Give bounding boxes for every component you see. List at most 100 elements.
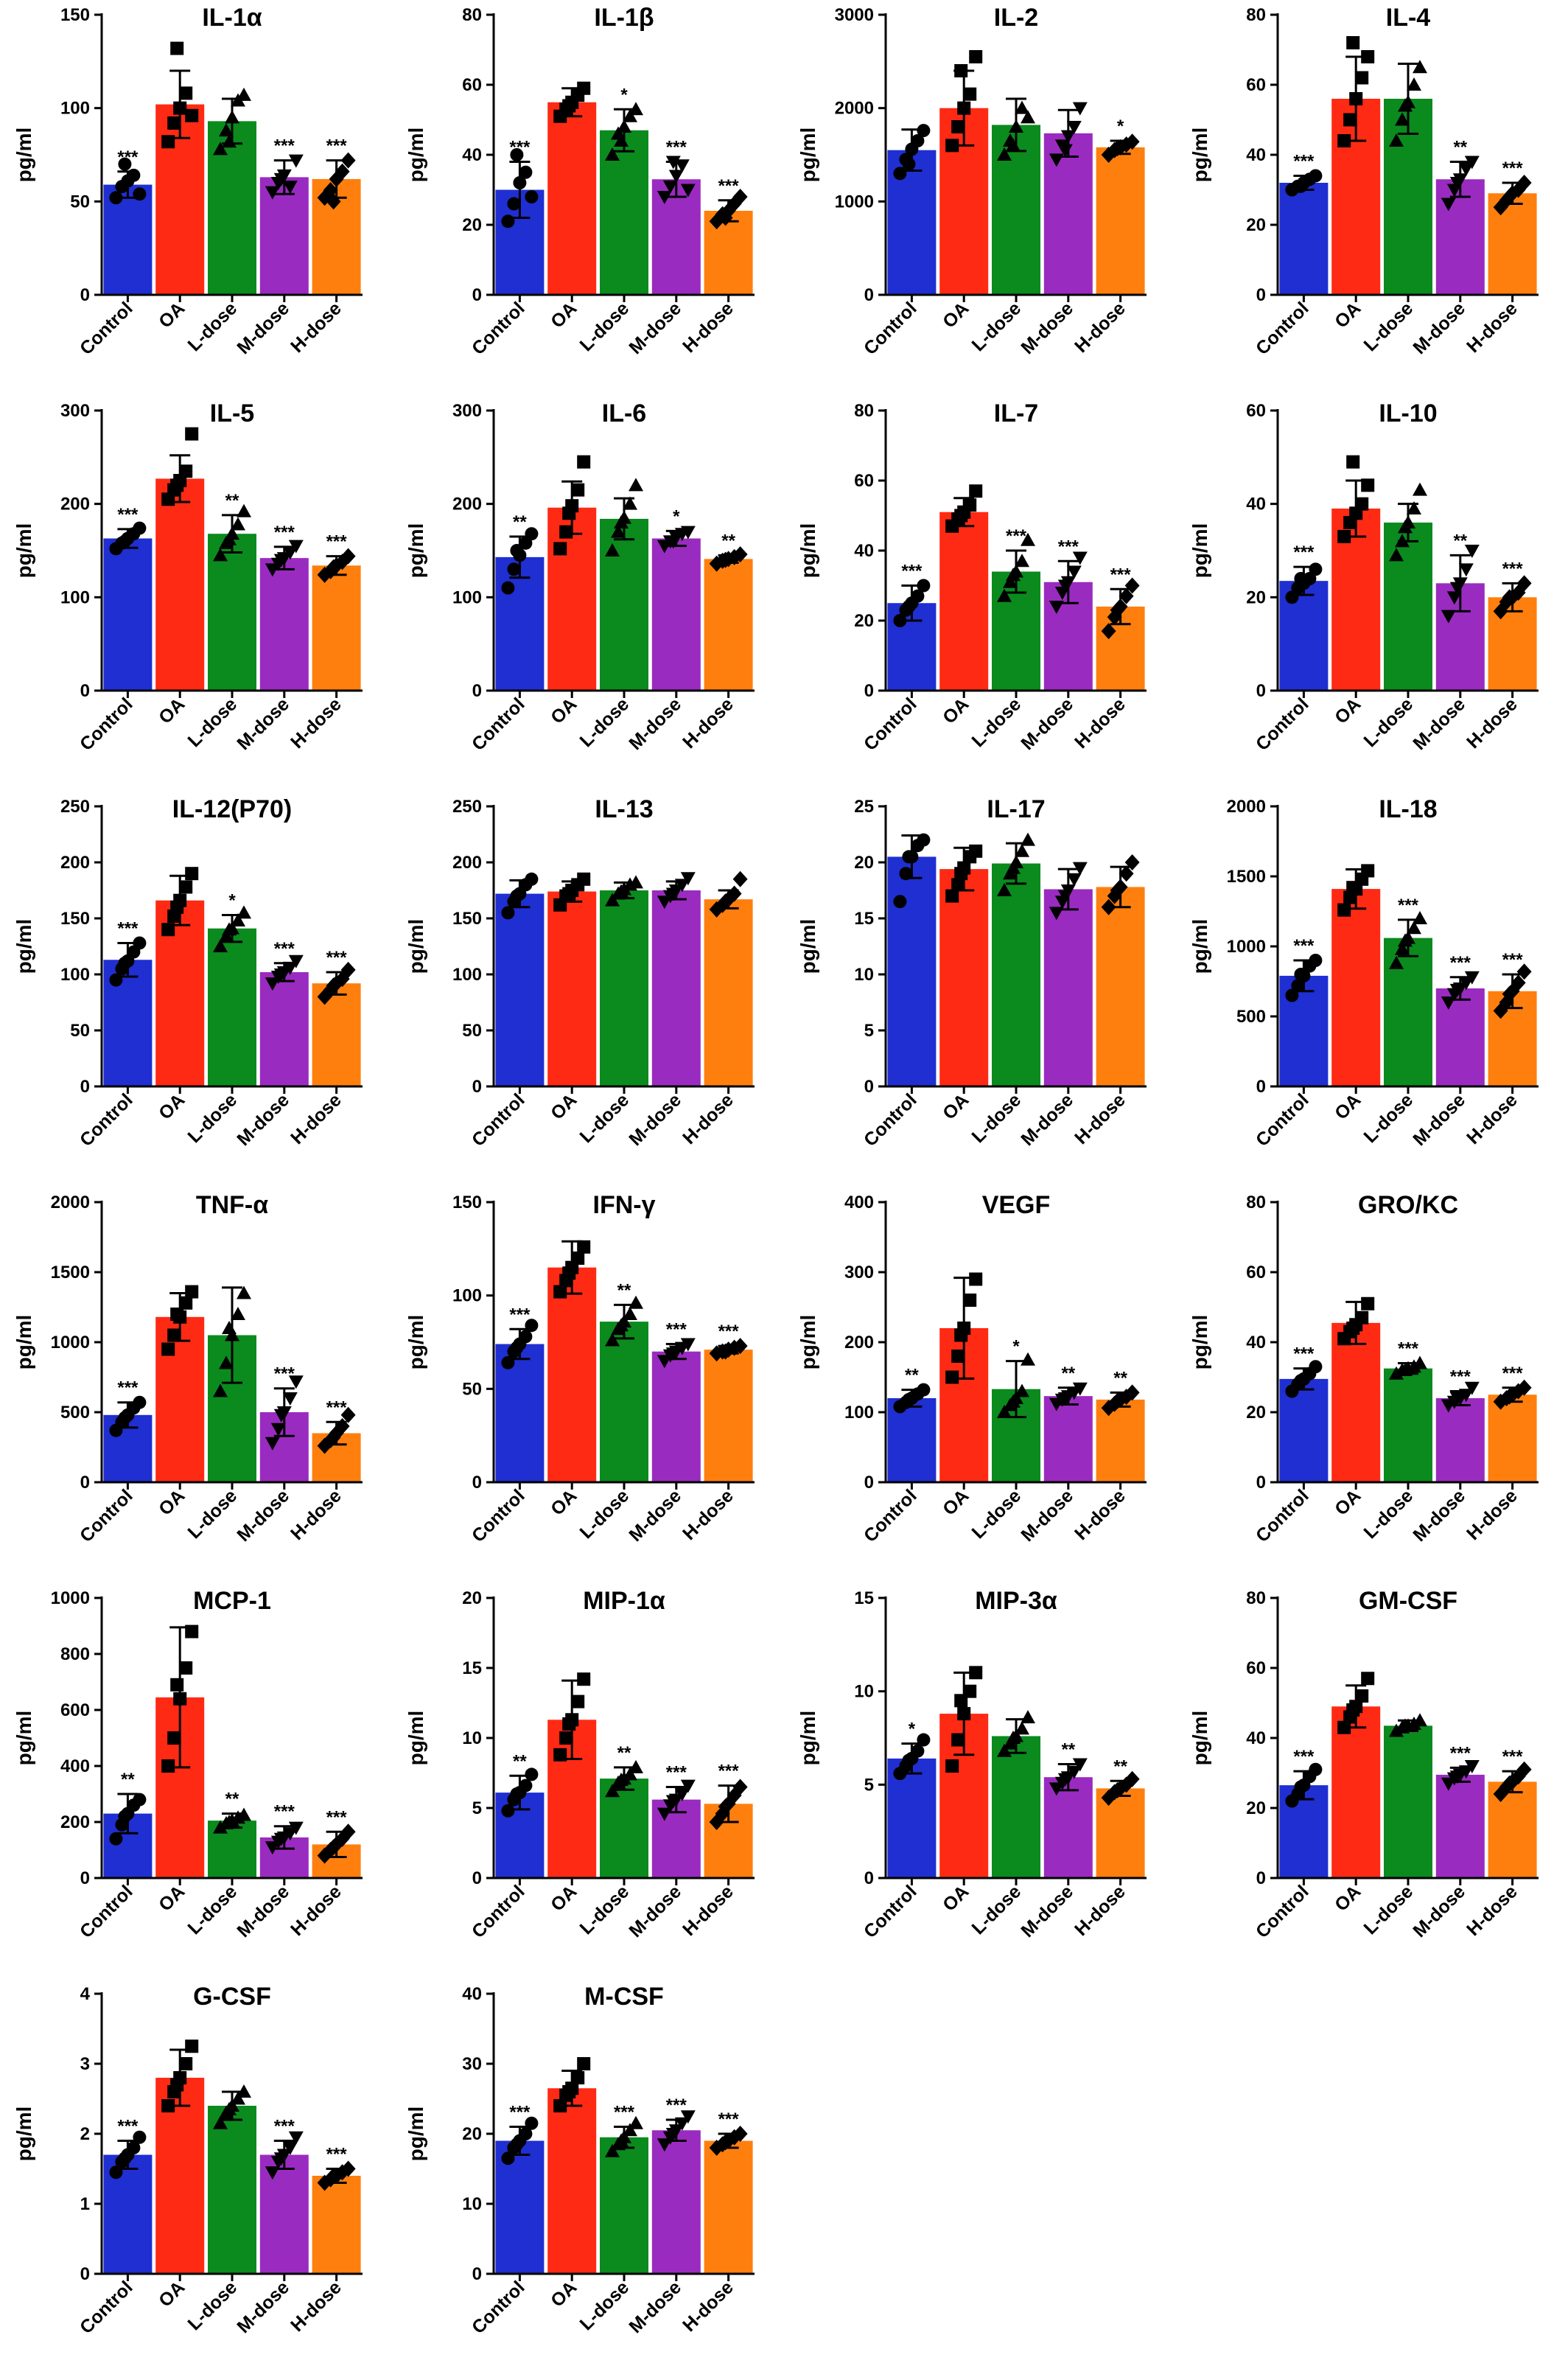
y-axis-label: pg/ml [405,128,427,183]
bar [495,893,545,1086]
chart-panel: GM-CSF pg/ml *** *** *** 0 20 40 60 80 Control OA L-… [1176,1583,1568,1979]
data-point [167,1328,181,1342]
y-tick-label: 200 [60,853,90,873]
data-point [288,2131,304,2145]
data-point [213,142,228,156]
chart-svg: IL-1α pg/ml *** *** *** 0 50 100 150 Control OAL-d… [13,4,363,359]
data-point [997,1743,1012,1757]
data-point [326,2168,341,2184]
y-axis-label: pg/ml [405,1711,427,1766]
significance-label: *** [1450,1367,1471,1387]
x-tick-label: M-dose [233,298,293,358]
data-point [1110,1392,1125,1409]
significance-label: *** [326,1807,348,1827]
data-point [718,893,733,910]
y-tick-label: 0 [472,2264,482,2284]
bar-group: ** [1096,1756,1145,1878]
data-point [1407,77,1421,91]
data-point [614,133,629,147]
y-tick-label: 0 [472,1868,482,1888]
y-tick-label: 0 [1256,681,1266,701]
x-tick-label: M-dose [1017,1089,1077,1150]
x-tick-label: H-dose [287,298,346,357]
data-point [1449,1770,1465,1784]
data-point [718,551,733,568]
bar-group [208,87,256,295]
bar [1043,889,1093,1086]
x-tick-label: Control [76,1881,137,1942]
data-point [1389,1366,1404,1380]
data-point [611,524,626,538]
bar-group: * [1096,116,1145,295]
data-point [1407,1717,1421,1730]
bar [259,558,309,691]
y-tick-label: 1500 [51,1263,90,1282]
bar-group: *** [312,532,361,691]
data-point [1285,988,1299,1002]
bar [1096,1788,1145,1878]
data-point [127,2141,141,2154]
data-point [340,1823,356,1840]
data-point [1006,1394,1021,1408]
data-point [1516,963,1532,980]
x-tick-label: M-dose [1409,694,1469,754]
y-tick-label: 80 [1246,1588,1266,1608]
data-point [917,1733,931,1747]
significance-label: ** [513,1751,527,1771]
chart-panel: VEGF pg/ml ** * ** ** 0 100 200 300 400 Control OA L-… [784,1187,1176,1583]
data-point [893,167,907,181]
data-point [1516,1379,1532,1396]
data-point [899,867,913,881]
data-point [167,116,181,130]
x-tick-label: Control [860,1881,921,1942]
bar-group: *** [1488,158,1537,295]
x-tick-label: M-dose [233,2277,293,2337]
data-point [273,1409,289,1423]
bar-group: * [651,506,701,691]
data-point [1309,169,1323,183]
data-point [161,1342,175,1356]
y-tick-label: 150 [452,909,482,929]
data-point [1346,1703,1360,1717]
data-point [577,872,591,886]
bar [1384,938,1432,1086]
bar-group [1096,854,1145,1086]
data-point [617,119,631,133]
data-point [559,525,573,539]
x-tick-label: H-dose [679,298,738,357]
chart-panel: G-CSF pg/ml *** *** *** 0 1 2 3 4 Control OA L-dose M… [0,1979,392,2375]
x-tick-label: OA [547,694,581,727]
data-point [1398,520,1413,534]
y-tick-label: 60 [854,471,874,491]
y-axis-label: pg/ml [1189,523,1211,579]
x-tick-label: M-dose [625,1485,685,1546]
y-tick-label: 30 [462,2054,482,2074]
data-point [1361,1296,1375,1310]
bar-group: * [600,85,648,295]
data-point [674,2117,690,2131]
chart-title: IFN-γ [593,1191,656,1219]
y-tick-label: 200 [60,495,90,514]
data-point [945,139,959,153]
bar-group: *** [312,1807,361,1878]
chart-title: IL-18 [1379,795,1437,823]
data-point [340,152,356,169]
data-point [562,99,576,113]
bar-group: *** [495,1305,545,1482]
data-point [288,154,304,168]
data-point [1060,130,1076,144]
x-tick-label: H-dose [1463,1485,1522,1544]
data-point [662,180,678,194]
x-tick-label: Control [76,694,137,755]
data-point [951,1350,965,1363]
x-tick-label: H-dose [1463,694,1522,753]
y-tick-label: 200 [452,495,482,514]
bar [992,1736,1040,1878]
data-point [1309,954,1323,967]
bar-group: *** [1279,1344,1329,1482]
bar [600,518,648,691]
y-tick-label: 15 [462,1658,482,1678]
data-point [109,973,123,987]
data-point [1337,903,1351,917]
